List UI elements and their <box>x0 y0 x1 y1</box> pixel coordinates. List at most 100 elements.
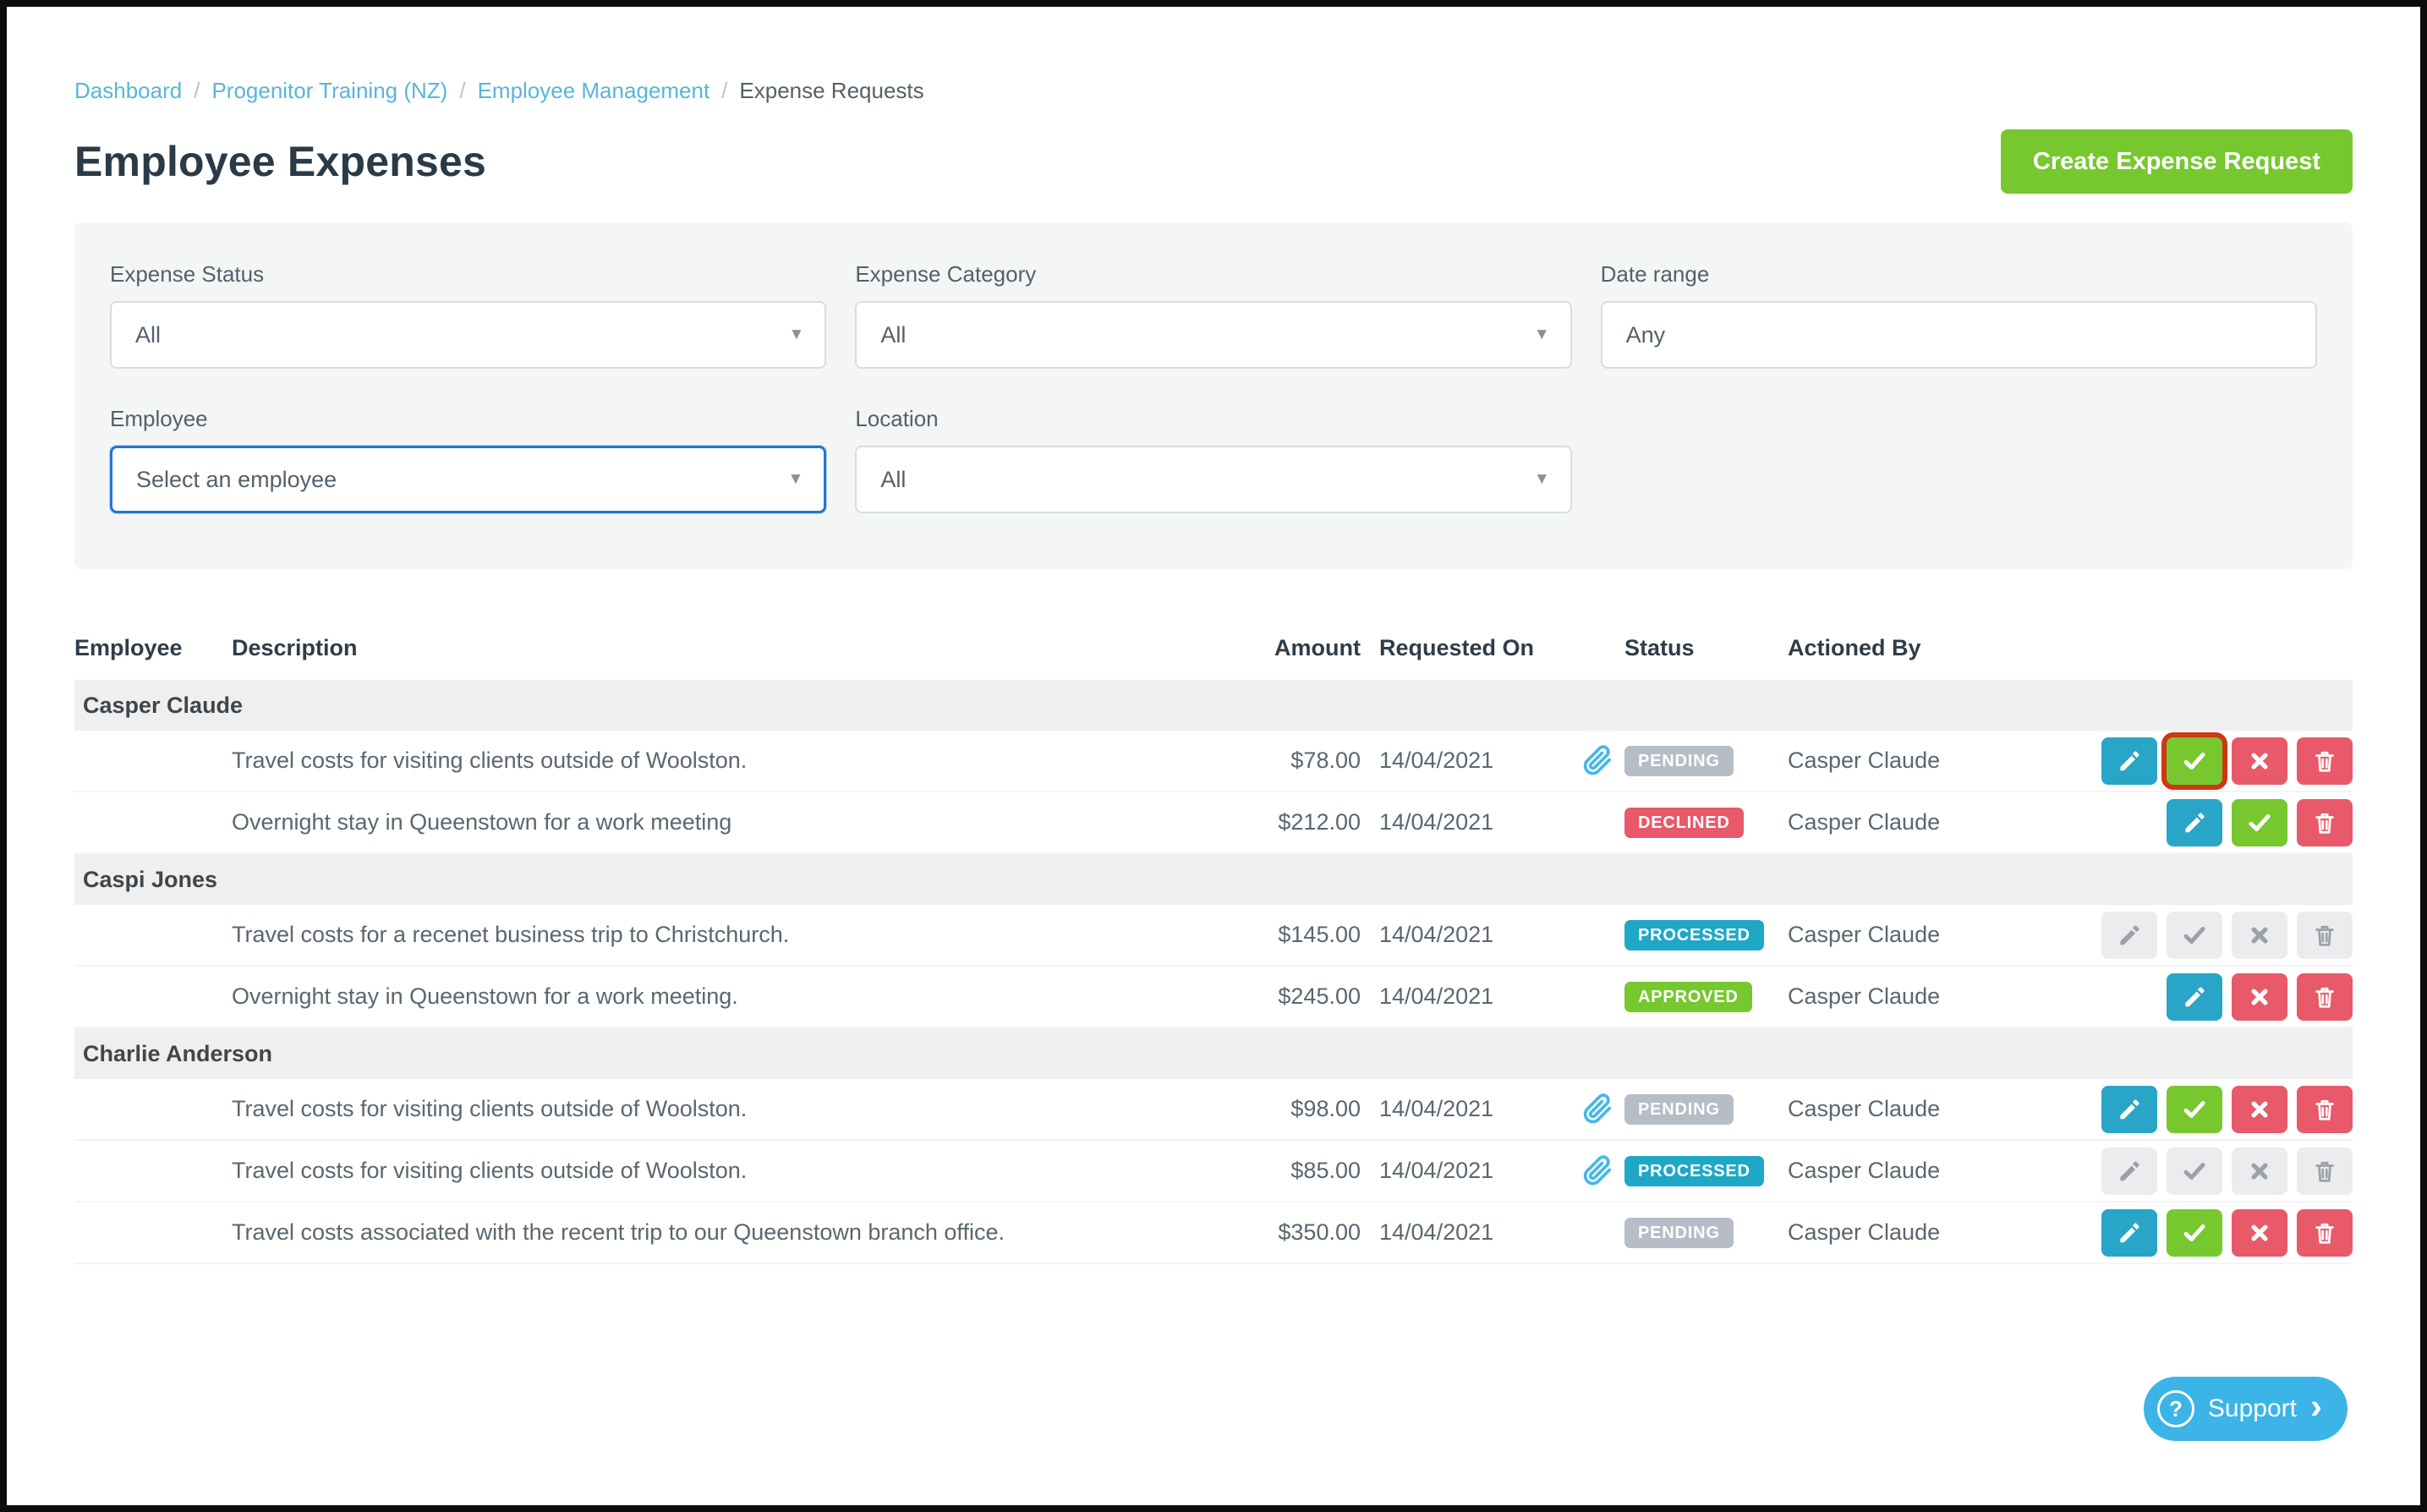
decline-button[interactable] <box>2232 737 2287 785</box>
expense-requested-on: 14/04/2021 <box>1379 1158 1494 1183</box>
edit-button[interactable] <box>2167 798 2222 846</box>
expense-actioned-by: Casper Claude <box>1788 983 1941 1009</box>
x-icon <box>2247 748 2272 774</box>
breadcrumb: Dashboard / Progenitor Training (NZ) / E… <box>74 78 2353 104</box>
check-icon <box>2247 810 2272 835</box>
check-icon <box>2182 748 2207 774</box>
group-row-casper-claude: Casper Claude <box>74 680 2353 731</box>
filter-panel: Expense Status All ▼ Expense Category Al… <box>74 222 2353 569</box>
approve-button <box>2167 1147 2222 1195</box>
check-icon <box>2182 1159 2207 1184</box>
expense-actioned-by: Casper Claude <box>1788 1096 1941 1121</box>
group-name: Caspi Jones <box>83 866 218 892</box>
breadcrumb-separator: / <box>459 78 466 103</box>
col-status: Status <box>1624 635 1695 660</box>
table-row: Overnight stay in Queenstown for a work … <box>74 967 2353 1028</box>
edit-button <box>2101 911 2157 959</box>
expense-amount: $245.00 <box>1278 983 1361 1009</box>
chevron-down-icon: ▼ <box>1533 326 1550 343</box>
col-actioned-by: Actioned By <box>1788 635 1921 660</box>
delete-button[interactable] <box>2297 1085 2353 1133</box>
table-header: Employee Description Amount Requested On… <box>74 623 2353 680</box>
expense-description: Travel costs for visiting clients outsid… <box>232 1096 748 1121</box>
pencil-icon <box>2120 750 2139 770</box>
table-row: Travel costs associated with the recent … <box>74 1202 2353 1264</box>
edit-button[interactable] <box>2167 972 2222 1021</box>
edit-button[interactable] <box>2101 1208 2157 1257</box>
decline-button[interactable] <box>2232 1085 2287 1133</box>
trash-icon <box>2315 813 2334 834</box>
expense-actioned-by: Casper Claude <box>1788 809 1941 835</box>
expense-amount: $350.00 <box>1278 1219 1361 1245</box>
expense-status-select[interactable]: All ▼ <box>110 301 827 369</box>
expense-amount: $85.00 <box>1290 1158 1361 1183</box>
approve-button[interactable] <box>2232 798 2287 846</box>
filter-expense-status: Expense Status All ▼ <box>110 261 827 369</box>
location-value: All <box>880 466 907 492</box>
breadcrumb-progenitor-training[interactable]: Progenitor Training (NZ) <box>211 78 448 103</box>
pencil-icon <box>2185 812 2205 832</box>
delete-button[interactable] <box>2297 798 2353 846</box>
col-requested-on: Requested On <box>1379 635 1535 660</box>
check-icon <box>2182 923 2207 948</box>
delete-button[interactable] <box>2297 737 2353 785</box>
expense-description: Travel costs for visiting clients outsid… <box>232 1158 748 1183</box>
col-amount: Amount <box>1274 635 1361 660</box>
date-range-value: Any <box>1625 321 1666 348</box>
trash-icon <box>2315 1161 2334 1182</box>
edit-button[interactable] <box>2101 737 2157 785</box>
pencil-icon <box>2120 1160 2139 1181</box>
status-badge: PENDING <box>1624 1093 1734 1125</box>
expense-amount: $98.00 <box>1290 1096 1361 1121</box>
approve-button[interactable] <box>2161 731 2227 790</box>
status-badge: DECLINED <box>1624 807 1744 838</box>
status-badge: APPROVED <box>1624 981 1752 1012</box>
decline-button <box>2232 911 2287 959</box>
trash-icon <box>2315 1099 2334 1120</box>
breadcrumb-separator: / <box>194 78 200 103</box>
expense-requested-on: 14/04/2021 <box>1379 1219 1494 1245</box>
check-icon <box>2182 1097 2207 1122</box>
check-icon <box>2182 1220 2207 1246</box>
paperclip-icon <box>1583 1154 1611 1185</box>
question-circle-icon: ? <box>2156 1390 2194 1427</box>
expense-amount: $145.00 <box>1278 922 1361 947</box>
date-range-input[interactable]: Any <box>1600 301 2317 369</box>
expense-requested-on: 14/04/2021 <box>1379 809 1494 835</box>
group-row-caspi-jones: Caspi Jones <box>74 854 2353 905</box>
x-icon <box>2247 923 2272 948</box>
employee-select[interactable]: Select an employee ▼ <box>110 446 827 513</box>
support-button[interactable]: ? Support › <box>2143 1377 2348 1441</box>
expense-status-label: Expense Status <box>110 261 265 287</box>
pencil-icon <box>2120 1098 2139 1119</box>
delete-button[interactable] <box>2297 1208 2353 1257</box>
approve-button[interactable] <box>2167 1085 2222 1133</box>
edit-button[interactable] <box>2101 1085 2157 1133</box>
group-name: Casper Claude <box>83 692 244 718</box>
support-label: Support <box>2207 1394 2297 1422</box>
decline-button[interactable] <box>2232 1208 2287 1257</box>
table-row: Travel costs for visiting clients outsid… <box>74 1079 2353 1141</box>
table-row: Overnight stay in Queenstown for a work … <box>74 792 2353 854</box>
create-expense-request-button[interactable]: Create Expense Request <box>2000 129 2353 194</box>
filter-expense-category: Expense Category All ▼ <box>855 261 1572 369</box>
x-icon <box>2247 1220 2272 1246</box>
page-title: Employee Expenses <box>74 138 486 185</box>
expense-category-select[interactable]: All ▼ <box>855 301 1572 369</box>
approve-button <box>2167 911 2222 959</box>
expense-actioned-by: Casper Claude <box>1788 1219 1941 1245</box>
expense-description: Travel costs for visiting clients outsid… <box>232 748 748 773</box>
decline-button[interactable] <box>2232 972 2287 1021</box>
expense-requested-on: 14/04/2021 <box>1379 983 1494 1009</box>
approve-button[interactable] <box>2167 1208 2222 1257</box>
location-select[interactable]: All ▼ <box>855 446 1572 513</box>
pencil-icon <box>2120 1222 2139 1242</box>
expense-requested-on: 14/04/2021 <box>1379 1096 1494 1121</box>
x-icon <box>2247 1159 2272 1184</box>
expense-description: Travel costs for a recenet business trip… <box>232 922 790 947</box>
delete-button[interactable] <box>2297 972 2353 1021</box>
breadcrumb-employee-management[interactable]: Employee Management <box>477 78 710 103</box>
expense-requested-on: 14/04/2021 <box>1379 748 1494 773</box>
employee-value: Select an employee <box>136 466 337 492</box>
breadcrumb-dashboard[interactable]: Dashboard <box>74 78 183 103</box>
